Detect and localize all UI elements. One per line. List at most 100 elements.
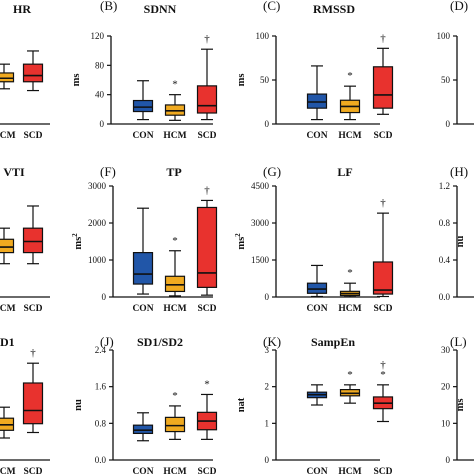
- y-tick-label: 3000: [88, 181, 107, 191]
- x-category-label: CON: [132, 304, 153, 314]
- box-iqr: [132, 252, 154, 285]
- x-category-label: HCM: [0, 467, 16, 474]
- y-axis-label: ms: [236, 74, 247, 87]
- x-category-label: CON: [132, 467, 153, 474]
- panel-9: (J) SD1/SD2 0.0 0.8 1.6 2.4 nu * * CON HCM SCD: [73, 334, 218, 474]
- y-tick-label: 100: [437, 31, 451, 41]
- panel-3: (D) 0 50 100: [437, 0, 474, 129]
- y-tick-label: 0: [100, 119, 105, 129]
- x-category-label: SCD: [197, 131, 216, 141]
- box-SCD: [372, 384, 394, 423]
- y-tick-label: 2: [265, 382, 270, 392]
- box-SCD: [196, 48, 218, 121]
- box-iqr: [164, 275, 186, 293]
- panel-title: SD1/SD2: [137, 335, 183, 349]
- x-category-label: CON: [132, 131, 153, 141]
- panel-label: (H): [450, 164, 468, 179]
- significance-mark: *: [347, 267, 353, 279]
- panel-8: SD1 † HCM SCD: [0, 335, 50, 474]
- panel-label: (B): [100, 0, 117, 13]
- significance-mark: *: [380, 369, 386, 381]
- panel-0: HR HCM SCD: [0, 2, 50, 141]
- significance-mark: †: [380, 359, 386, 371]
- y-tick-label: 0: [265, 119, 270, 129]
- box-iqr: [0, 72, 15, 83]
- y-axis-label: ms: [71, 74, 82, 87]
- significance-mark: †: [204, 184, 210, 196]
- y-tick-label: 1500: [251, 255, 270, 265]
- x-category-label: SCD: [373, 304, 392, 314]
- panel-11: (L) 0 10 20 30 ms: [441, 334, 474, 465]
- box-HCM: [164, 94, 186, 121]
- x-category-label: SCD: [373, 131, 392, 141]
- box-iqr: [372, 261, 394, 295]
- panel-title: TP: [166, 165, 181, 179]
- box-CON: [132, 412, 154, 442]
- panel-label: (G): [263, 164, 281, 179]
- box-CON: [306, 384, 328, 406]
- panel-label: (L): [450, 334, 467, 349]
- x-category-label: SCD: [23, 304, 42, 314]
- significance-mark: *: [172, 235, 178, 247]
- panel-1: (B) SDNN 0 40 80 120 ms * † CON HCM SCD: [71, 0, 218, 141]
- box-iqr: [0, 238, 15, 254]
- x-category-label: HCM: [163, 131, 186, 141]
- x-category-label: CON: [306, 304, 327, 314]
- y-tick-label: 10: [441, 418, 451, 428]
- panel-2: (C) RMSSD 0 50 100 ms * † CON HCM SCD: [236, 0, 394, 141]
- y-tick-label: 0: [446, 119, 451, 129]
- x-category-label: CON: [306, 131, 327, 141]
- y-tick-label: 0.0: [95, 455, 107, 465]
- x-category-label: SCD: [23, 467, 42, 474]
- y-axis-label: ms: [455, 399, 466, 412]
- x-category-label: CON: [306, 467, 327, 474]
- x-category-label: HCM: [163, 304, 186, 314]
- significance-mark: †: [30, 347, 36, 359]
- significance-mark: †: [204, 33, 210, 45]
- y-tick-label: 1.2: [439, 181, 450, 191]
- panel-title: LF: [337, 165, 352, 179]
- y-tick-label: 50: [441, 75, 451, 85]
- significance-mark: *: [347, 369, 353, 381]
- box-SCD: [196, 393, 218, 440]
- box-CON: [306, 65, 328, 121]
- box-HCM: [339, 384, 361, 404]
- y-tick-label: 0.0: [439, 292, 451, 302]
- box-HCM: [0, 227, 15, 265]
- box-SCD: [22, 362, 44, 434]
- box-SCD: [22, 205, 44, 265]
- box-CON: [132, 80, 154, 121]
- panel-title: HR: [13, 2, 31, 16]
- box-SCD: [196, 199, 218, 296]
- box-CON: [132, 207, 154, 295]
- box-SCD: [372, 47, 394, 115]
- box-iqr: [306, 282, 328, 294]
- box-iqr: [22, 382, 44, 425]
- box-iqr: [372, 66, 394, 109]
- box-iqr: [196, 206, 218, 288]
- y-axis-label: ms2: [234, 233, 247, 250]
- box-iqr: [196, 85, 218, 114]
- panel-title: RMSSD: [313, 2, 355, 16]
- y-tick-label: 50: [260, 75, 270, 85]
- panel-label: (F): [100, 164, 116, 179]
- box-iqr: [22, 63, 44, 83]
- y-tick-label: 2.4: [95, 345, 107, 355]
- panel-label: (K): [263, 334, 281, 349]
- x-category-label: SCD: [197, 304, 216, 314]
- y-tick-label: 2000: [88, 218, 107, 228]
- box-SCD: [372, 212, 394, 298]
- box-iqr: [132, 99, 154, 113]
- significance-mark: *: [204, 378, 210, 390]
- x-category-label: SCD: [23, 131, 42, 141]
- x-category-label: HCM: [338, 304, 361, 314]
- box-HCM: [339, 282, 361, 298]
- significance-mark: †: [380, 197, 386, 209]
- y-axis-label: ms2: [71, 233, 84, 250]
- box-HCM: [164, 405, 186, 440]
- panel-5: (F) TP 0 1000 2000 3000 ms2 * † CON HCM SCD: [71, 164, 218, 314]
- significance-mark: †: [380, 32, 386, 44]
- y-axis-label: nat: [236, 397, 247, 412]
- y-tick-label: 4500: [251, 181, 270, 191]
